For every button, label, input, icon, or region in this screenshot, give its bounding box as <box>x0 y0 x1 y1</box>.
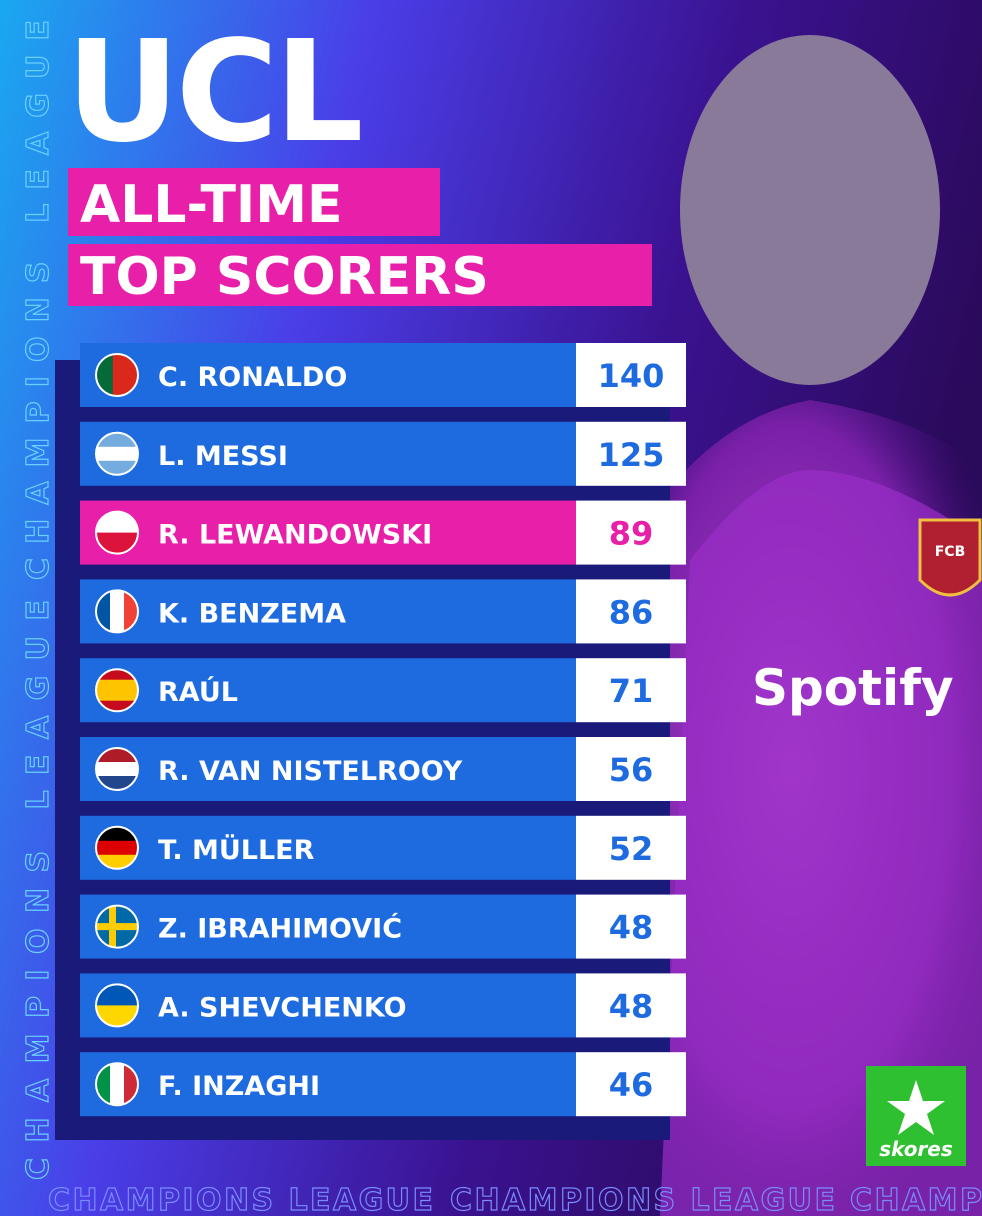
player-goals: 52 <box>609 830 654 868</box>
player-goals: 89 <box>609 515 654 553</box>
table: C. RONALDO 140 L. MESSI 125 R. LEWANDOWSKI 89… <box>80 343 686 1117</box>
player-goals: 56 <box>609 751 654 789</box>
watermark: CHAMPIONS LEAGUE <box>450 1183 835 1216</box>
player-head <box>680 35 940 385</box>
flag-part <box>96 679 138 691</box>
player-name: A. SHEVCHENKO <box>158 992 407 1023</box>
flag-part <box>96 1005 138 1027</box>
crest <box>918 518 982 597</box>
flag-border <box>95 1062 139 1107</box>
player-name: K. BENZEMA <box>158 598 346 629</box>
row-name-cell <box>80 500 576 565</box>
player-goals: 48 <box>609 987 654 1025</box>
row-goals-cell <box>576 579 686 644</box>
flag-border <box>95 668 139 713</box>
flag-border <box>95 510 139 555</box>
player-goals: 125 <box>598 436 665 474</box>
flag-part <box>110 1063 125 1106</box>
row-name-cell <box>80 737 576 801</box>
flag-part <box>96 690 138 702</box>
player-shirt <box>660 470 982 1216</box>
flag <box>96 905 138 948</box>
row-goals-cell <box>576 658 686 723</box>
flag-part <box>96 354 105 396</box>
player-name: R. LEWANDOWSKI <box>158 520 432 551</box>
flag-part <box>96 669 138 681</box>
flag-part <box>110 590 125 633</box>
row-name-cell <box>80 579 576 644</box>
flag-part <box>96 840 138 856</box>
row-name-cell <box>80 894 576 959</box>
row-name-cell <box>80 343 576 407</box>
row-name-cell <box>80 1052 576 1117</box>
flag-border <box>95 589 139 634</box>
player-name: F. INZAGHI <box>158 1071 320 1102</box>
flag <box>96 984 138 1027</box>
player-name: RAÚL <box>158 676 238 708</box>
row-name-cell <box>80 973 576 1038</box>
flag-border <box>95 353 139 397</box>
row-name-cell <box>80 658 576 723</box>
row-name-cell <box>80 421 576 486</box>
flag-border <box>95 747 139 791</box>
flag <box>96 669 138 712</box>
row-goals-cell <box>576 737 686 801</box>
player-photo: FCB Spotify <box>600 35 982 1216</box>
player-goals: 71 <box>609 672 654 710</box>
flag-part <box>96 923 138 931</box>
flag-part <box>96 446 138 462</box>
logo: skores <box>866 1066 966 1166</box>
subtitle-box <box>68 244 652 306</box>
player-name: L. MESSI <box>158 441 288 472</box>
row-goals-cell <box>576 421 686 486</box>
title: UCL <box>66 11 360 174</box>
flag-part <box>112 354 122 396</box>
flag-border <box>95 983 139 1028</box>
flag-border <box>95 904 139 949</box>
subtitle-box <box>68 168 440 236</box>
flag-part <box>96 511 138 534</box>
flag-border <box>95 825 139 870</box>
flag-part <box>96 700 138 712</box>
logo-star <box>887 1080 945 1135</box>
subtitle: TOP SCORERS <box>80 247 489 307</box>
flag <box>96 511 138 554</box>
crest-text: FCB <box>935 544 966 560</box>
player-goals: 140 <box>598 357 665 395</box>
player-name: Z. IBRAHIMOVIĆ <box>158 913 402 945</box>
sponsor: Spotify <box>752 659 954 717</box>
player-goals: 48 <box>609 909 654 947</box>
player-name: C. RONALDO <box>158 362 347 393</box>
flag-part <box>121 354 131 396</box>
row-goals-cell <box>576 1052 686 1117</box>
row-goals-cell <box>576 343 686 407</box>
logo-text: skores <box>879 1137 953 1161</box>
row-goals-cell <box>576 973 686 1038</box>
flag-border <box>95 431 139 476</box>
row-goals-cell <box>576 500 686 565</box>
flag <box>96 354 138 396</box>
flag-part <box>104 354 114 396</box>
watermark: CHAMPIONS LEAGUE <box>21 600 56 1180</box>
player-name: T. MÜLLER <box>158 833 315 866</box>
flag-part <box>129 354 138 396</box>
player-name: R. VAN NISTELROOY <box>158 756 463 787</box>
watermark: CHAMPIONS LEAGUE <box>48 1183 433 1216</box>
row-goals-cell <box>576 894 686 959</box>
row-name-cell <box>80 815 576 880</box>
player-goals: 46 <box>609 1066 654 1104</box>
flag-part <box>96 762 138 777</box>
player-goals: 86 <box>609 593 654 631</box>
watermark: CHAMPIONS LEAGUE <box>850 1183 982 1216</box>
flag-part <box>96 532 138 554</box>
flag-part <box>96 984 138 1006</box>
row-goals-cell <box>576 815 686 880</box>
subtitle: ALL-TIME <box>80 175 343 235</box>
watermark: CHAMPIONS LEAGUE <box>21 20 56 580</box>
